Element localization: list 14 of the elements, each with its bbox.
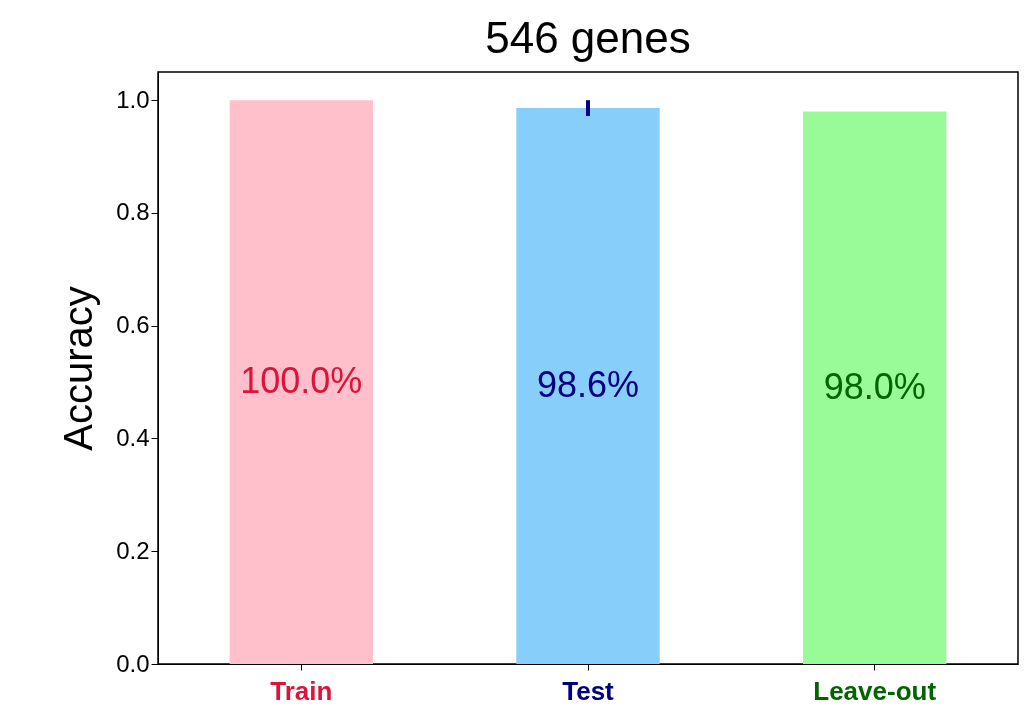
y-tick-label: 0.6 <box>116 311 150 339</box>
data-label: 98.0% <box>823 365 926 407</box>
y-tick-label: 0.4 <box>116 423 150 451</box>
y-tick-label: 0.2 <box>116 536 150 564</box>
y-tick-label: 0.8 <box>116 198 150 226</box>
chart-title: 546 genes <box>485 13 691 62</box>
y-tick-label: 1.0 <box>116 85 150 113</box>
x-tick-label: Leave-out <box>813 675 937 706</box>
y-axis-title: Accuracy <box>56 286 101 451</box>
x-tick-label: Test <box>562 675 615 706</box>
y-tick-label: 0.0 <box>116 649 150 677</box>
data-label: 100.0% <box>240 360 363 402</box>
data-label: 98.6% <box>536 364 640 406</box>
x-tick-label: Train <box>270 675 333 706</box>
